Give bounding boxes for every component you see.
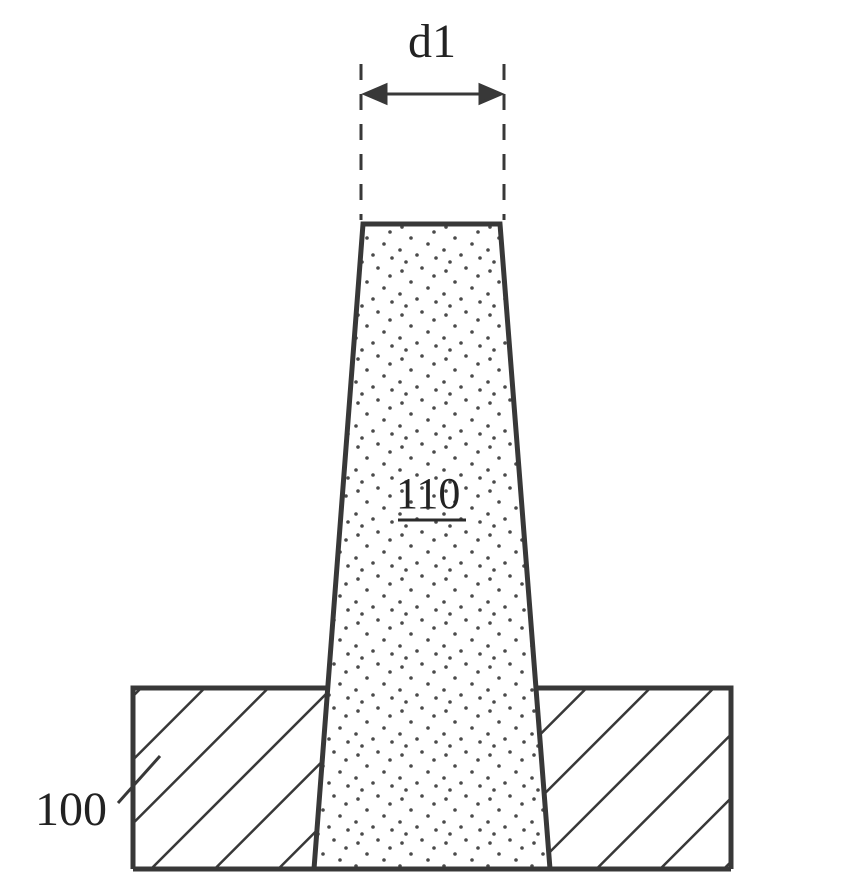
substrate-ref-label: 100: [35, 782, 107, 837]
dimension-arrow: [365, 85, 501, 103]
fin-ref-label: 110: [396, 468, 460, 519]
schematic-svg: [0, 0, 847, 884]
dimension-label-d1: d1: [408, 14, 456, 69]
diagram-container: d1 110 100: [0, 0, 847, 884]
fin: [314, 224, 550, 869]
